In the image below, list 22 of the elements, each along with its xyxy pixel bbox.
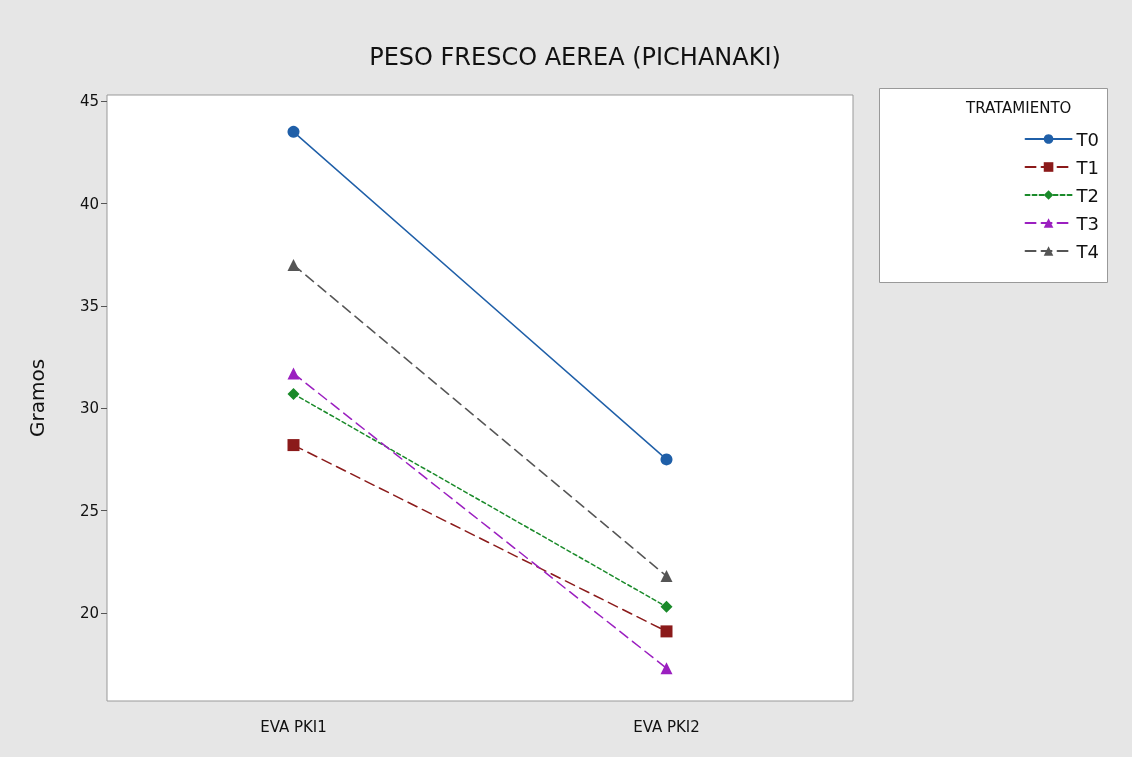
y-tick-label: 40 [79, 194, 99, 213]
legend-label: T1 [1075, 156, 1100, 178]
legend-label: T4 [1075, 240, 1100, 262]
legend-title: TRATAMIENTO [965, 98, 1072, 117]
chart-title: PESO FRESCO AEREA (PICHANAKI) [369, 43, 781, 71]
y-tick-label: 25 [79, 501, 99, 520]
y-tick-label: 30 [79, 399, 99, 418]
y-tick-label: 45 [79, 92, 99, 111]
y-tick-label: 20 [79, 603, 99, 622]
x-tick-label: EVA PKI1 [260, 717, 327, 736]
x-tick-label: EVA PKI2 [633, 717, 700, 736]
point [660, 625, 673, 638]
y-axis-title: Gramos [25, 358, 49, 438]
point [287, 125, 300, 138]
legend-label: T3 [1075, 212, 1100, 234]
point [660, 453, 673, 466]
y-tick-label: 35 [79, 296, 99, 315]
legend-label: T2 [1075, 184, 1100, 206]
point [287, 439, 300, 452]
legend-label: T0 [1075, 128, 1100, 150]
point [660, 600, 673, 613]
point [287, 387, 300, 400]
